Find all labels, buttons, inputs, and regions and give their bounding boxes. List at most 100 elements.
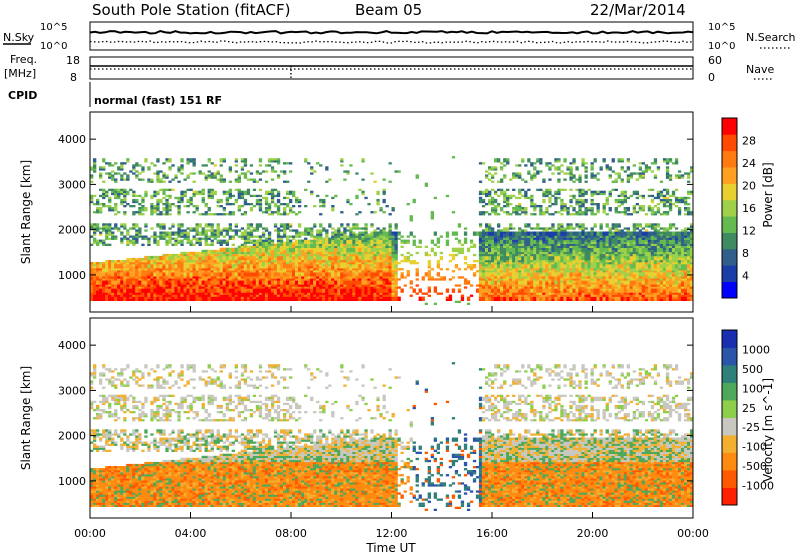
power-cell (210, 249, 214, 253)
power-cell (270, 292, 275, 295)
power-cell (234, 178, 238, 181)
power-cell (279, 298, 284, 301)
power-cell (328, 266, 332, 269)
power-cell (509, 225, 513, 228)
power-cell (524, 288, 528, 291)
power-cell (129, 280, 133, 283)
power-cell (156, 170, 160, 173)
power-cell (304, 231, 308, 234)
power-cell (355, 245, 359, 248)
power-cell (273, 160, 278, 163)
power-cell (478, 245, 483, 248)
power-cell (367, 257, 371, 261)
power-cell (515, 172, 519, 175)
power-cell (334, 241, 338, 244)
power-cell (454, 237, 459, 240)
power-cell (301, 241, 305, 244)
power-cell (518, 237, 522, 240)
power-cell (186, 239, 190, 242)
power-cell (273, 284, 278, 287)
power-cell (370, 237, 374, 240)
power-cell (515, 290, 519, 293)
power-cell (186, 268, 190, 271)
power-cell (307, 239, 311, 242)
power-cell (246, 249, 251, 253)
power-cell (358, 249, 362, 253)
power-cell (213, 296, 217, 299)
power-cell (521, 288, 525, 291)
power-cell (298, 274, 302, 277)
power-cell (156, 239, 160, 242)
power-cell (111, 233, 115, 236)
power-cell (334, 247, 338, 250)
power-cell (207, 207, 211, 210)
power-cell (382, 278, 386, 281)
power-cell (258, 205, 263, 208)
power-cell (361, 241, 365, 244)
power-cell (168, 231, 172, 234)
power-cell (319, 225, 323, 228)
power-cell (120, 268, 124, 271)
power-cell (491, 286, 495, 289)
power-cell (373, 288, 377, 291)
power-cell (503, 296, 507, 299)
power-cell (141, 198, 145, 202)
power-cell (150, 298, 154, 301)
power-cell (216, 235, 220, 238)
power-cell (240, 205, 245, 208)
power-cell (195, 288, 199, 291)
power-cell (255, 180, 260, 183)
power-cell (325, 168, 329, 171)
power-cell (518, 196, 522, 200)
power-cell (349, 247, 353, 250)
power-cell (264, 298, 269, 301)
power-cell (192, 268, 196, 271)
power-cell (466, 298, 471, 301)
power-cell (292, 278, 296, 281)
power-cell (310, 260, 314, 263)
power-cell (90, 296, 94, 299)
power-cell (361, 262, 365, 265)
power-cell (147, 239, 151, 242)
power-cell (436, 274, 440, 277)
power-cell (156, 190, 160, 193)
power-cell (355, 247, 359, 250)
power-cell (349, 268, 353, 271)
power-cell (216, 296, 220, 299)
power-cell (524, 190, 528, 193)
power-cell (509, 243, 513, 246)
power-cell (219, 298, 223, 301)
power-cell (150, 288, 154, 291)
power-cell (310, 249, 314, 253)
power-cell (264, 196, 269, 200)
power-cell (258, 282, 263, 285)
power-cell (174, 286, 178, 289)
power-cell (506, 213, 510, 216)
power-cell (252, 235, 257, 238)
power-cell (249, 268, 254, 271)
power-cell (373, 292, 377, 295)
power-cell (273, 270, 278, 273)
power-cell (93, 158, 97, 161)
power-cell (497, 286, 501, 289)
power-cell (279, 213, 284, 216)
power-cell (331, 270, 335, 273)
power-cell (213, 284, 217, 287)
power-cell (524, 270, 528, 273)
power-cell (379, 298, 383, 301)
power-cell (222, 178, 226, 181)
power-cell (509, 266, 513, 269)
power-cell (270, 249, 275, 253)
power-cell (198, 243, 202, 246)
power-cell (186, 262, 190, 265)
power-cell (364, 257, 368, 261)
power-cell (180, 172, 184, 175)
power-cell (503, 235, 507, 238)
power-cell (243, 266, 248, 269)
power-cell (120, 176, 124, 179)
power-cell (509, 262, 513, 265)
power-cell (153, 164, 157, 167)
power-cell (237, 260, 241, 263)
power-cell (129, 272, 133, 275)
power-cell (279, 278, 284, 281)
